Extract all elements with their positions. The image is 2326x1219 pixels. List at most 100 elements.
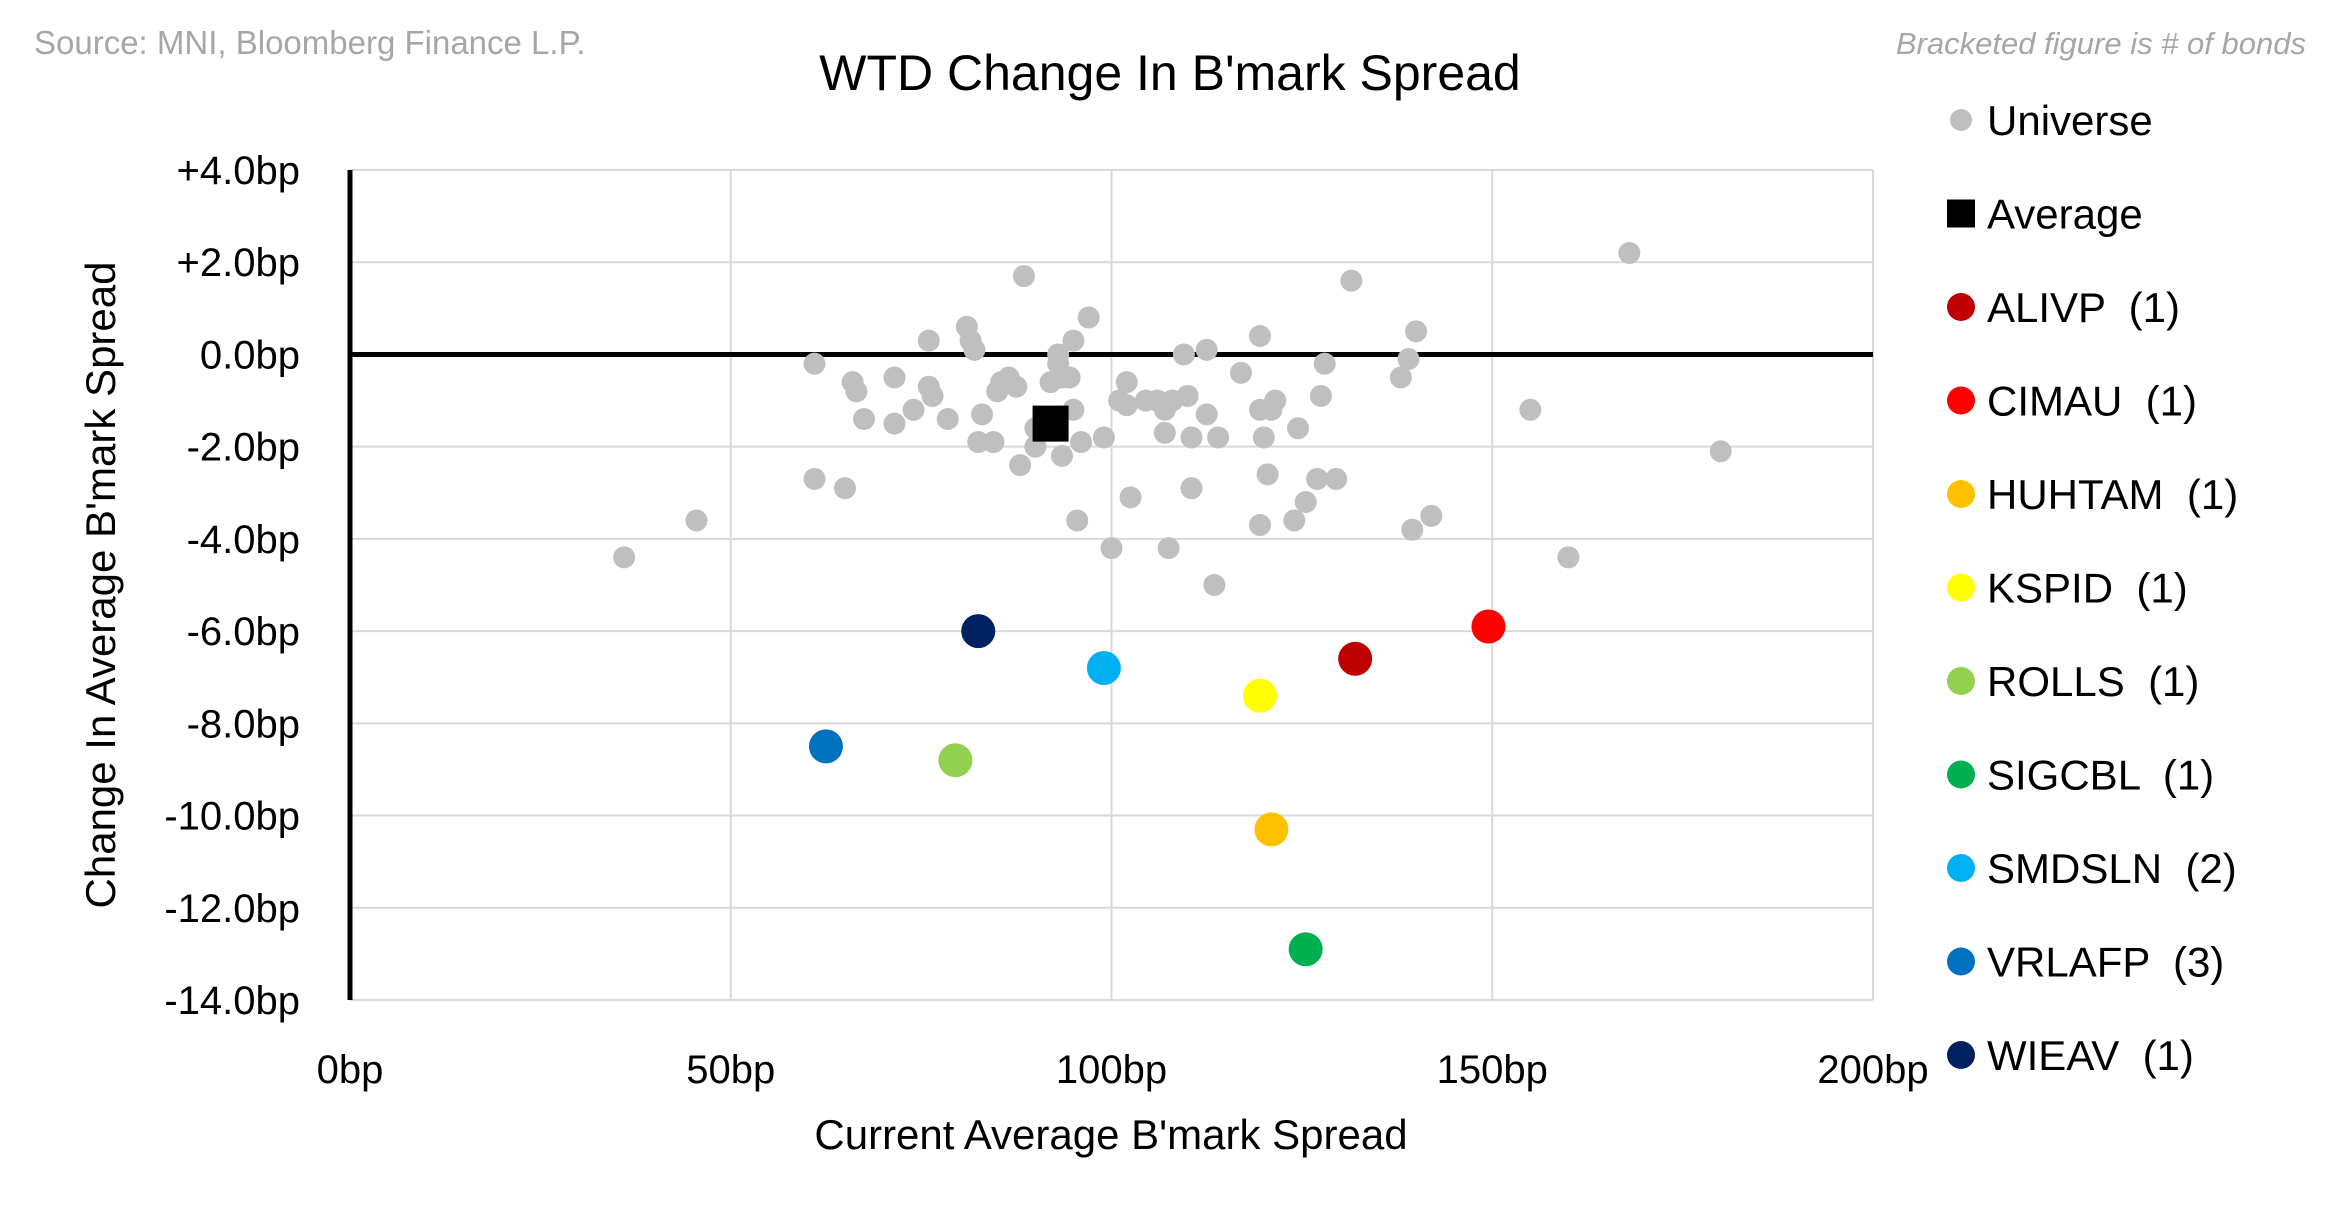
data-point [1092, 426, 1115, 449]
legend-marker [1947, 573, 1975, 602]
data-point [961, 614, 996, 649]
data-point [1248, 514, 1271, 537]
series-average [1032, 405, 1069, 442]
data-point [1309, 384, 1332, 407]
data-point [1005, 375, 1028, 398]
legend-marker [1947, 947, 1975, 976]
gridlines [350, 169, 1874, 1001]
data-point [883, 366, 906, 389]
data-point [803, 467, 826, 490]
data-point [1009, 454, 1032, 477]
legend-marker [1947, 480, 1975, 508]
data-point [963, 338, 986, 361]
data-point [1180, 477, 1203, 500]
series-alivp [1338, 641, 1373, 676]
legend-entry: KSPID (1) [1947, 565, 2188, 612]
data-point [1252, 426, 1275, 449]
data-point [1248, 325, 1271, 347]
data-point [803, 352, 826, 375]
data-point [1012, 265, 1035, 288]
data-point [1195, 403, 1218, 426]
legend-label: CIMAU (1) [1987, 378, 2197, 425]
legend-entry: CIMAU (1) [1947, 378, 2197, 425]
series-huhtam [1254, 812, 1289, 847]
data-point [967, 431, 990, 454]
legend-entry: SIGCBL (1) [1947, 752, 2214, 799]
data-point [1115, 394, 1138, 417]
x-tick-label: 200bp [1817, 1048, 1928, 1092]
y-tick-label: -12.0bp [164, 887, 300, 931]
data-point [938, 743, 973, 778]
data-point [1180, 426, 1203, 449]
legend-label: ROLLS (1) [1987, 658, 2199, 705]
data-point [1287, 417, 1310, 440]
y-tick-label: -2.0bp [187, 426, 300, 470]
legend-marker [1950, 109, 1972, 131]
series-kspid [1242, 678, 1277, 713]
data-point [845, 380, 868, 403]
data-point [1313, 352, 1336, 375]
series-smdsln [1086, 651, 1121, 685]
series-vrlafp [808, 729, 843, 764]
data-point [936, 408, 959, 430]
data-point [1283, 509, 1306, 532]
data-point [1153, 421, 1176, 444]
data-point [1340, 269, 1363, 292]
data-point [921, 384, 944, 407]
data-point [1077, 306, 1100, 329]
legend-label: KSPID (1) [1987, 565, 2188, 612]
source-note: Source: MNI, Bloomberg Finance L.P. [34, 24, 586, 61]
data-points [613, 242, 1732, 967]
data-point [1306, 467, 1329, 490]
legend-entry: SMDSLN (2) [1947, 845, 2237, 892]
legend-marker [1947, 1041, 1975, 1069]
y-tick-labels: +4.0bp +2.0bp 0.0bp -2.0bp -4.0bp -6.0bp -8.0b… [164, 149, 300, 1023]
data-point [1471, 609, 1506, 644]
data-point [1195, 338, 1218, 361]
data-point [1557, 546, 1580, 569]
data-point [853, 408, 876, 430]
legend-marker [1947, 199, 1975, 228]
data-point [1100, 537, 1123, 560]
data-point [1618, 242, 1641, 264]
data-point [1401, 518, 1424, 541]
series-universe [613, 242, 1732, 596]
legend-entry: Universe [1950, 97, 2153, 144]
axes [347, 170, 1873, 1000]
data-point [808, 729, 843, 764]
legend-label: HUHTAM (1) [1987, 471, 2238, 518]
data-point [1032, 405, 1069, 442]
data-point [1288, 932, 1323, 967]
data-point [1070, 431, 1093, 454]
data-point [1066, 509, 1089, 532]
bracket-note: Bracketed figure is # of bonds [1896, 26, 2306, 61]
data-point [1172, 343, 1195, 366]
data-point [883, 412, 906, 435]
data-point [1115, 371, 1138, 394]
data-point [1709, 440, 1732, 463]
legend-label: SIGCBL (1) [1987, 752, 2214, 799]
y-tick-label: +4.0bp [177, 149, 300, 193]
x-tick-labels: 0bp 50bp 100bp 150bp 200bp [317, 1048, 1929, 1092]
y-tick-label: -6.0bp [187, 610, 300, 654]
x-tick-label: 50bp [686, 1048, 775, 1092]
data-point [971, 403, 994, 426]
legend-label: ALIVP (1) [1987, 284, 2180, 331]
data-point [982, 431, 1005, 454]
data-point [1405, 320, 1428, 343]
data-point [833, 477, 856, 500]
y-tick-label: +2.0bp [177, 241, 300, 285]
data-point [1264, 389, 1287, 412]
x-tick-label: 150bp [1437, 1048, 1548, 1092]
data-point [613, 546, 636, 569]
x-tick-label: 0bp [317, 1048, 384, 1092]
legend-marker [1947, 293, 1975, 321]
data-point [1294, 491, 1317, 513]
data-point [1207, 426, 1230, 449]
chart-title: WTD Change In B'mark Spread [819, 45, 1521, 101]
data-point [1256, 463, 1279, 486]
legend-label: Average [1987, 191, 2143, 238]
data-point [1338, 641, 1373, 676]
data-point [917, 329, 940, 352]
